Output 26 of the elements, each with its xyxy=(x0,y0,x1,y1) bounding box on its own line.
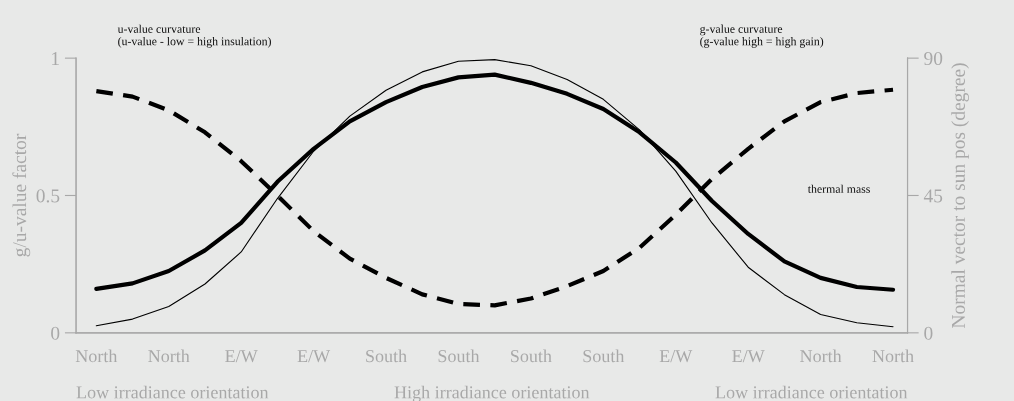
y2-axis-title: Normal vector to sun pos (degree) xyxy=(951,63,969,329)
x-tick-label: North xyxy=(75,349,118,363)
x-tick-label: E/W xyxy=(659,350,693,363)
y2-tick-label: 0 xyxy=(924,326,933,340)
y-tick-label: 1 xyxy=(52,52,59,65)
text: Low irradiance orientation xyxy=(715,385,908,399)
x-tick-label: North xyxy=(800,349,842,363)
x-tick-label: South xyxy=(511,349,552,363)
text: g-value curvature (g-value high = high gain) xyxy=(700,24,824,48)
x-tick-label: E/W xyxy=(297,350,331,363)
x-tick-label: North xyxy=(872,349,914,363)
x-tick-label: E/W xyxy=(732,350,765,363)
y-tick-label: 0.5 xyxy=(36,189,60,203)
x-tick-label: South xyxy=(366,349,407,363)
x-tick-label: E/W xyxy=(225,350,258,363)
annotation: thermal mass xyxy=(807,184,870,193)
text: Low irradiance orientation xyxy=(76,385,269,399)
x-tick-label: South xyxy=(583,349,625,363)
x-tick-label: North xyxy=(148,349,190,363)
x-tick-label: South xyxy=(438,349,480,363)
line-series xyxy=(95,59,894,328)
y2-tick-label: 45 xyxy=(923,189,943,203)
y2-tick-label: 90 xyxy=(924,51,943,66)
text: u-value curvature (u-value - low = high insulation) xyxy=(117,24,271,48)
y-tick-label: 0 xyxy=(51,326,60,340)
y-axis-title: g/u-value factor xyxy=(12,133,31,257)
